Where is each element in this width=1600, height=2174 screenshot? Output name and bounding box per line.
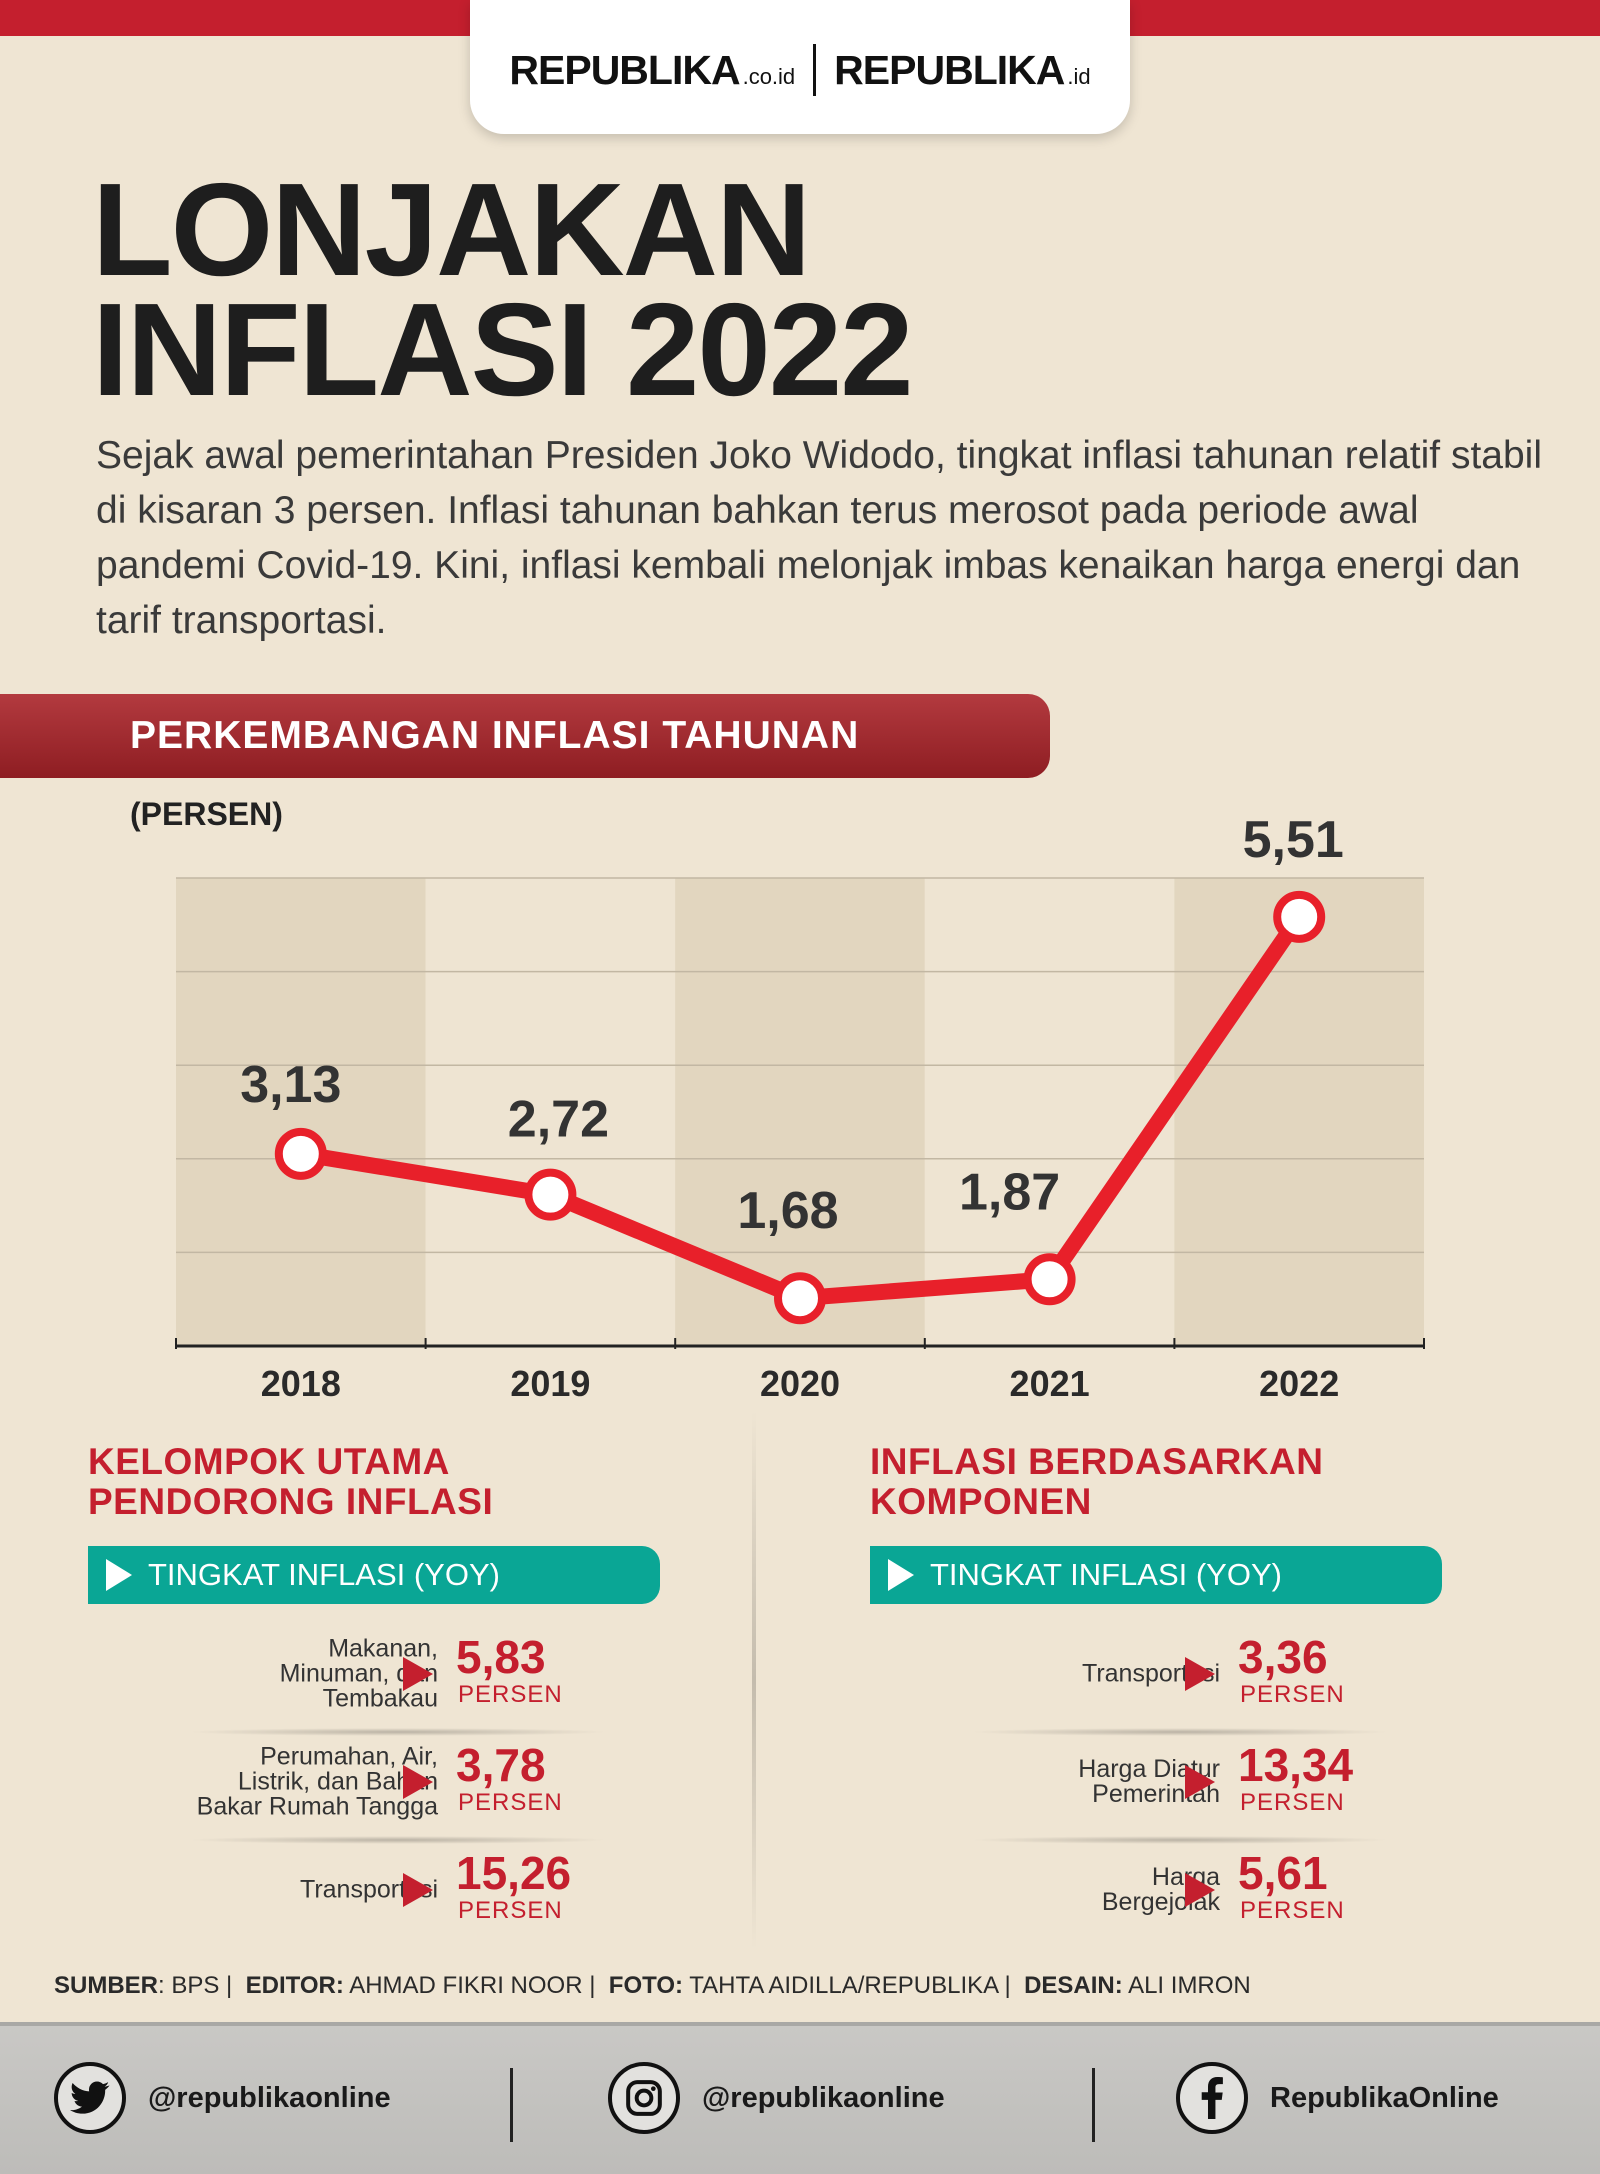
play-icon: [888, 1559, 914, 1591]
triangle-right-icon: [403, 1873, 433, 1907]
row-value: 3,78: [456, 1739, 546, 1791]
x-tick-label: 2022: [1259, 1363, 1339, 1404]
data-label: 5,51: [1243, 811, 1344, 869]
panel-title: INFLASI BERDASARKAN KOMPONEN: [870, 1441, 1324, 1522]
footer-separator: [1092, 2068, 1095, 2142]
yoy-pill: TINGKAT INFLASI (YOY): [88, 1546, 660, 1604]
list-item: Harga Bergejolak 5,61 PERSEN: [870, 1836, 1490, 1944]
data-point: [1273, 890, 1326, 943]
triangle-right-icon: [1185, 1873, 1215, 1907]
inflation-line-chart: 2018 3,13 2019 2,72 2020 1,68 2021 1,87 2022 5,51: [175, 811, 1425, 1404]
intro-paragraph: Sejak awal pemerintahan Presiden Joko Wi…: [96, 434, 1542, 642]
play-icon: [106, 1559, 132, 1591]
list-item: Transportasi 3,36 PERSEN: [870, 1620, 1490, 1728]
triangle-right-icon: [1185, 1657, 1215, 1691]
logo-header: REPUBLIKA .co.id REPUBLIKA .id: [470, 0, 1130, 134]
title-line-1: LONJAKAN: [92, 156, 811, 303]
triangle-right-icon: [403, 1765, 433, 1799]
social-footer: @republikaonline @republikaonline Republ…: [0, 2022, 1600, 2174]
instagram-icon: [608, 2062, 680, 2134]
row-value: 13,34: [1238, 1739, 1354, 1791]
x-tick-label: 2021: [1010, 1363, 1090, 1404]
data-point: [524, 1168, 577, 1221]
row-unit: PERSEN: [1240, 1897, 1345, 1924]
credits-line: SUMBER: BPS | EDITOR: AHMAD FIKRI NOOR |…: [54, 1972, 1251, 1999]
row-unit: PERSEN: [458, 1681, 563, 1708]
data-point: [1023, 1253, 1076, 1306]
x-tick-label: 2020: [760, 1363, 840, 1404]
list-item: Harga Diatur Pemerintah 13,34 PERSEN: [870, 1728, 1490, 1836]
data-point: [774, 1272, 826, 1325]
panel-divider: [752, 1410, 756, 1950]
panel-components: INFLASI BERDASARKAN KOMPONEN TINGKAT INF…: [870, 1442, 1490, 1944]
list-item: Transportasi 15,26 PERSEN: [88, 1836, 708, 1944]
data-label: 1,87: [959, 1163, 1060, 1221]
title-line-2: INFLASI 2022: [92, 276, 914, 423]
data-label: 3,13: [240, 1056, 341, 1114]
footer-separator: [510, 2068, 513, 2142]
panel-title: KELOMPOK UTAMA PENDORONG INFLASI: [88, 1441, 494, 1522]
republika-id-logo[interactable]: REPUBLIKA .id: [834, 46, 1091, 93]
facebook-link[interactable]: RepublikaOnline: [1176, 2062, 1499, 2134]
yoy-pill: TINGKAT INFLASI (YOY): [870, 1546, 1442, 1604]
list-item: Perumahan, Air, Listrik, dan Bahan Bakar…: [88, 1728, 708, 1836]
triangle-right-icon: [403, 1657, 433, 1691]
row-unit: PERSEN: [1240, 1789, 1345, 1816]
chart-title: PERKEMBANGAN INFLASI TAHUNAN: [130, 714, 860, 757]
x-tick-label: 2019: [510, 1363, 590, 1404]
chart-title-banner: PERKEMBANGAN INFLASI TAHUNAN: [0, 694, 1050, 778]
list-item: Makanan, Minuman, dan Tembakau 5,83 PERS…: [88, 1620, 708, 1728]
row-unit: PERSEN: [1240, 1681, 1345, 1708]
data-point: [274, 1127, 327, 1180]
twitter-link[interactable]: @republikaonline: [54, 2062, 391, 2134]
row-value: 5,61: [1238, 1847, 1328, 1899]
instagram-link[interactable]: @republikaonline: [608, 2062, 945, 2134]
triangle-right-icon: [1185, 1765, 1215, 1799]
twitter-icon: [54, 2062, 126, 2134]
logo-separator: [813, 44, 817, 96]
row-unit: PERSEN: [458, 1789, 563, 1816]
chart-unit-label: (PERSEN): [130, 796, 283, 832]
chart-column-band: [1174, 878, 1424, 1346]
page-title: LONJAKAN INFLASI 2022: [92, 156, 914, 423]
panel-main-groups: KELOMPOK UTAMA PENDORONG INFLASI TINGKAT…: [88, 1442, 708, 1944]
row-value: 5,83: [456, 1631, 546, 1683]
x-tick-label: 2018: [261, 1363, 341, 1404]
row-value: 15,26: [456, 1847, 572, 1899]
facebook-icon: [1176, 2062, 1248, 2134]
data-label: 2,72: [508, 1091, 609, 1149]
chart-column-band: [176, 878, 426, 1346]
republika-co-id-logo[interactable]: REPUBLIKA .co.id: [509, 46, 796, 93]
row-label: Perumahan, Air, Listrik, dan Bahan Bakar…: [196, 1742, 438, 1821]
row-unit: PERSEN: [458, 1897, 563, 1924]
data-label: 1,68: [737, 1182, 838, 1240]
chart-column-band: [425, 878, 676, 1346]
row-value: 3,36: [1238, 1631, 1328, 1683]
